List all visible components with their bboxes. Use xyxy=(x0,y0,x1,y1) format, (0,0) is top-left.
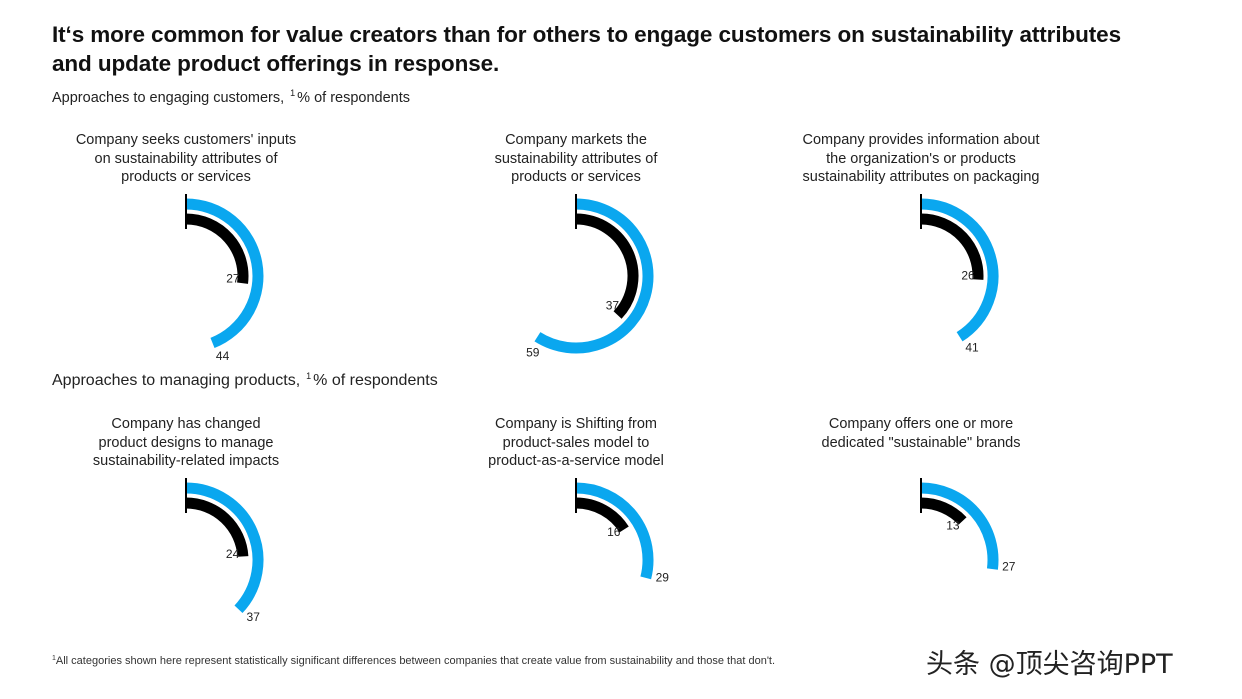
inner-value-label: 13 xyxy=(946,519,960,533)
outer-arc-value-creators xyxy=(575,482,654,580)
inner-arc-others xyxy=(920,497,967,525)
donut-chart: 27 13 xyxy=(920,478,1016,573)
outer-arc-value-creators xyxy=(920,482,999,570)
donut-chart: 29 16 xyxy=(575,478,670,584)
inner-value-label: 37 xyxy=(606,299,620,313)
chart-title: Company is Shifting from product-sales m… xyxy=(426,415,726,471)
section-unit: % of respondents xyxy=(297,90,411,106)
outer-arc-value-creators xyxy=(920,198,999,342)
donut-chart: 59 37 xyxy=(526,194,654,360)
outer-value-label: 27 xyxy=(1002,559,1016,573)
chart-title-line: dedicated "sustainable" brands xyxy=(821,434,1021,451)
chart-title-line: product designs to manage xyxy=(98,434,274,451)
inner-value-label: 26 xyxy=(961,269,975,283)
footnote: 1All categories shown here represent sta… xyxy=(52,655,775,667)
donut-chart: 37 24 xyxy=(185,478,264,624)
chart-title-line: the organization's or products xyxy=(826,150,1016,167)
outer-arc-value-creators xyxy=(185,198,264,349)
inner-arc-others xyxy=(575,497,629,533)
donut-chart: 41 26 xyxy=(920,194,999,355)
footnote-marker: 1 xyxy=(52,655,56,662)
chart-title-line: Company seeks customers' inputs xyxy=(75,132,297,148)
section-unit: % of respondents xyxy=(313,372,438,389)
chart-title-line: product-sales model to xyxy=(502,434,650,451)
inner-value-label: 16 xyxy=(607,525,621,539)
outer-value-label: 37 xyxy=(247,610,261,624)
inner-arc-others xyxy=(920,213,984,280)
chart-panel-packaging-info: Company provides information about the o… xyxy=(771,131,1071,391)
title-line-2: and update product offerings in response… xyxy=(52,51,500,76)
watermark: 头条 @顶尖咨询PPT xyxy=(926,649,1173,680)
outer-arc-value-creators xyxy=(534,198,654,354)
chart-panel-product-as-service: Company is Shifting from product-sales m… xyxy=(426,415,726,675)
chart-title-line: Company provides information about xyxy=(802,132,1040,148)
section-label: Approaches to managing products, xyxy=(52,372,301,389)
title-line-1: It‘s more common for value creators than… xyxy=(52,22,1121,47)
outer-value-label: 41 xyxy=(965,341,979,355)
footnote-marker: 1 xyxy=(290,88,296,98)
section-managing-products-heading: Approaches to managing products, 1% of re… xyxy=(52,371,438,390)
page-title: It‘s more common for value creators than… xyxy=(52,20,1172,78)
chart-title-line: product-as-a-service model xyxy=(488,453,664,469)
footnote-marker: 1 xyxy=(306,371,312,381)
chart-title-line: products or services xyxy=(511,169,641,185)
chart-title-line: Company markets the xyxy=(505,132,647,148)
chart-title-line: sustainability-related impacts xyxy=(92,453,280,469)
chart-title-line: sustainability attributes on packaging xyxy=(802,169,1040,185)
outer-value-label: 44 xyxy=(216,349,230,363)
outer-arc-value-creators xyxy=(185,482,264,614)
chart-title: Company seeks customers' inputs on susta… xyxy=(36,131,336,187)
chart-title-line: products or services xyxy=(121,169,251,185)
chart-title-line: Company has changed xyxy=(111,416,261,432)
donut-chart: 44 27 xyxy=(185,194,264,363)
inner-arc-others xyxy=(185,213,249,284)
section-engaging-customers-heading: Approaches to engaging customers, 1% of r… xyxy=(52,88,410,106)
inner-value-label: 27 xyxy=(226,272,240,286)
chart-title-line: Company offers one or more xyxy=(828,416,1014,432)
chart-title: Company offers one or more dedicated "su… xyxy=(771,415,1071,452)
chart-title: Company markets the sustainability attri… xyxy=(426,131,726,187)
inner-arc-others xyxy=(185,497,249,557)
inner-value-label: 24 xyxy=(226,547,240,561)
outer-value-label: 59 xyxy=(526,346,540,360)
chart-title: Company provides information about the o… xyxy=(771,131,1071,187)
chart-panel-markets-attributes: Company markets the sustainability attri… xyxy=(426,131,726,391)
section-label: Approaches to engaging customers, xyxy=(52,90,285,106)
footnote-text: All categories shown here represent stat… xyxy=(55,655,776,667)
outer-value-label: 29 xyxy=(656,570,670,584)
chart-panel-sustainable-brands: Company offers one or more dedicated "su… xyxy=(771,415,1071,675)
chart-title-line: Company is Shifting from xyxy=(495,416,657,432)
inner-arc-others xyxy=(575,213,639,319)
chart-title: Company has changed product designs to m… xyxy=(36,415,336,471)
chart-panel-changed-designs: Company has changed product designs to m… xyxy=(36,415,336,675)
chart-panel-seeks-inputs: Company seeks customers' inputs on susta… xyxy=(36,131,336,391)
chart-title-line: on sustainability attributes of xyxy=(94,150,278,167)
chart-title-line: sustainability attributes of xyxy=(494,150,658,167)
